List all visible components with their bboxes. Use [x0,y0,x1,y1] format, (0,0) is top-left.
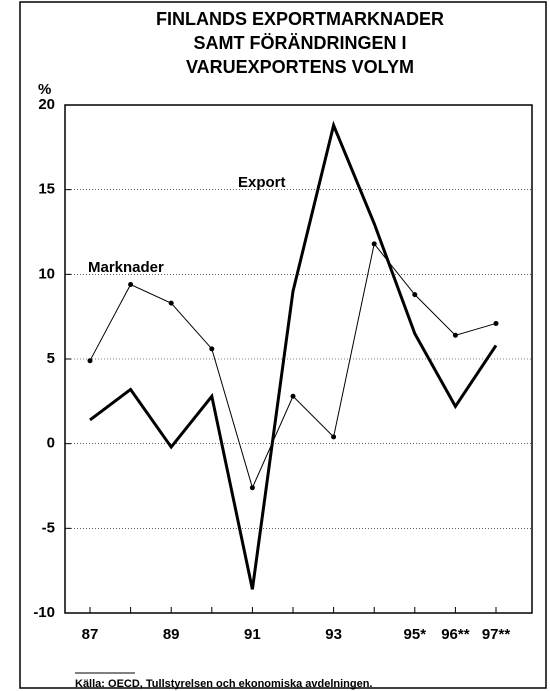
x-tick-label: 91 [244,626,261,643]
point [371,241,377,247]
x-tick-label: 93 [325,626,342,643]
chart-title: FINLANDS EXPORTMARKNADER SAMT FÖRÄNDRINGE… [156,9,444,77]
y-tick-label: 0 [47,435,55,452]
series-line [89,242,497,490]
x-tick-label: 97** [482,626,511,643]
source: Källa: OECD, Tullstyrelsen och ekonomisk… [75,678,373,690]
point [452,332,458,338]
point [249,485,255,491]
y-axis-unit: % [38,81,51,98]
point [209,346,215,352]
series-label: Marknader [88,259,164,276]
y-tick-label: 10 [38,265,55,282]
point [412,292,418,298]
point [128,281,134,287]
point [290,393,296,399]
y-tick-label: 5 [47,350,55,367]
y-tick-label: 15 [38,181,55,198]
point [87,358,93,364]
series-label: Export [238,174,286,191]
frame [19,1,547,689]
y-tick-label: -10 [33,604,55,621]
point [331,434,337,440]
x-tick-label: 95* [404,626,427,643]
y-tick-label: -5 [42,519,55,536]
series-line [89,120,498,590]
point [493,320,499,326]
x-tick-label: 89 [163,626,180,643]
x-tick-label: 96** [441,626,470,643]
y-tick-label: 20 [38,96,55,113]
x-tick-label: 87 [82,626,99,643]
point [168,300,174,306]
